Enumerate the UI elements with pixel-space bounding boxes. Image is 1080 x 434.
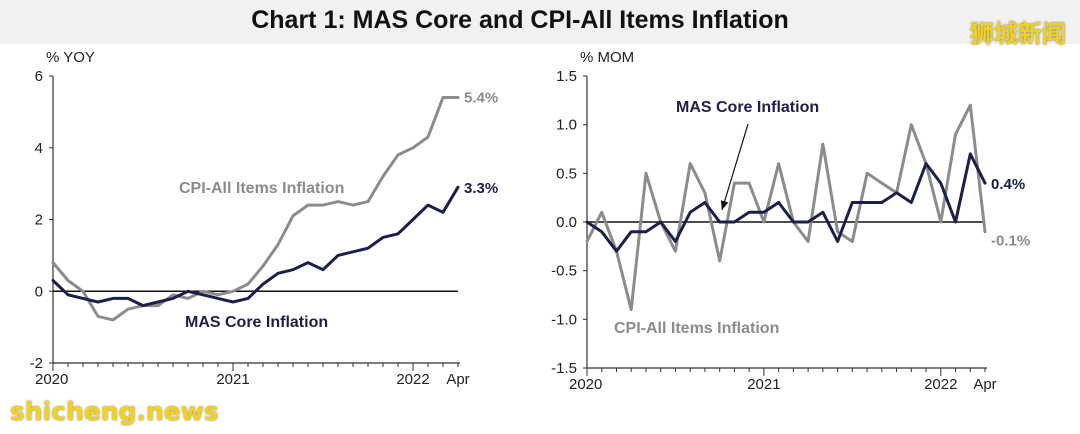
watermark-cn: 狮城新闻 — [970, 20, 1066, 48]
mas-core-inflation-series-label: MAS Core Inflation — [185, 314, 328, 331]
x-tick-label: 2022 — [396, 371, 429, 388]
x-tick-label: Apr — [973, 376, 996, 393]
y-tick-label: -2 — [30, 355, 43, 372]
cpi-all-items-inflation-series-label: CPI-All Items Inflation — [179, 180, 344, 197]
y-tick-label: 1.5 — [556, 68, 577, 85]
mas-core-inflation-line — [51, 185, 460, 308]
cpi-all-items-inflation-end-label: -0.1% — [991, 233, 1030, 250]
cpi-all-items-inflation-series-label: CPI-All Items Inflation — [614, 320, 779, 337]
y-tick-label: -0.5 — [551, 263, 577, 280]
annotation-arrow-head — [720, 200, 729, 210]
y-tick-label: -1.5 — [551, 360, 577, 377]
y-tick-label: 0.0 — [556, 214, 577, 231]
x-tick-label: 2020 — [569, 376, 602, 393]
x-tick-label: Apr — [446, 371, 469, 388]
x-tick-label: 2021 — [747, 376, 780, 393]
x-tick-label: 2021 — [216, 371, 249, 388]
title-band — [0, 0, 1080, 44]
y-tick-label: 1.0 — [556, 117, 577, 134]
y-tick-label: 2 — [35, 212, 43, 229]
cpi-all-items-inflation-line — [51, 96, 460, 322]
chart-title: Chart 1: MAS Core and CPI-All Items Infl… — [251, 6, 789, 34]
y-tick-label: 6 — [35, 68, 43, 85]
annotation-arrow-line — [721, 123, 749, 211]
y-axis-label: % MOM — [580, 49, 634, 66]
y-axis-label: % YOY — [46, 49, 95, 66]
y-tick-label: -1.0 — [551, 311, 577, 328]
x-tick-label: 2020 — [35, 371, 68, 388]
x-tick-label: 2022 — [924, 376, 957, 393]
watermark-en: shicheng.news — [10, 397, 219, 426]
cpi-all-items-inflation-line — [585, 103, 987, 312]
mas-core-inflation-end-label: 3.3% — [464, 180, 498, 197]
mas-core-inflation-line — [585, 152, 987, 253]
y-tick-label: 4 — [35, 140, 43, 157]
mas-core-inflation-series-label: MAS Core Inflation — [676, 99, 819, 116]
mas-core-inflation-end-label: 0.4% — [991, 176, 1025, 193]
cpi-all-items-inflation-end-label: 5.4% — [464, 90, 498, 107]
y-tick-label: 0.5 — [556, 165, 577, 182]
y-tick-label: 0 — [35, 283, 43, 300]
